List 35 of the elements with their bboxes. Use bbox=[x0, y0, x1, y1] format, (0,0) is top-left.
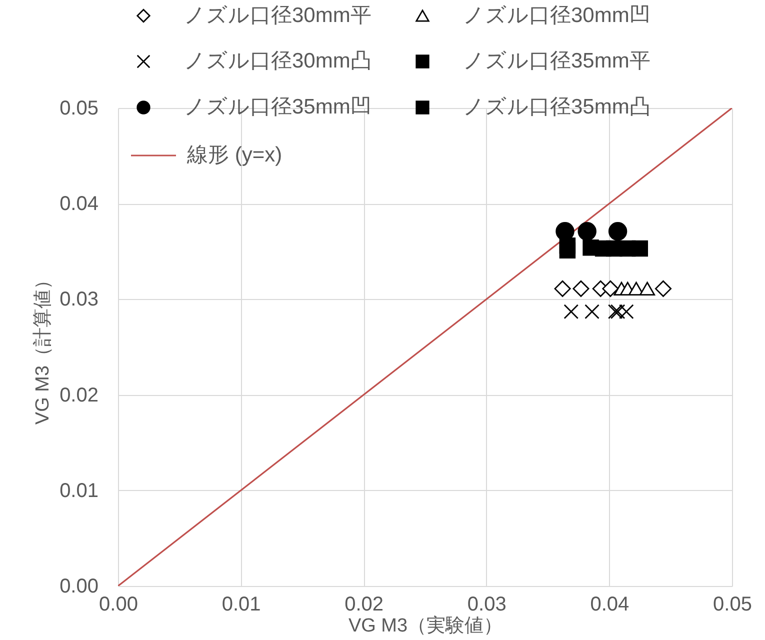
legend-label: ノズル口径30mm平 bbox=[184, 4, 372, 27]
y-tick-label: 0.03 bbox=[60, 288, 98, 311]
x-tick-label: 0.05 bbox=[713, 594, 752, 616]
x-tick-label: 0.00 bbox=[99, 594, 138, 616]
point bbox=[594, 240, 612, 257]
point bbox=[628, 282, 644, 296]
y-tick-label: 0.05 bbox=[60, 98, 98, 120]
legend-label: ノズル口径35mm凸 bbox=[463, 96, 650, 118]
point bbox=[584, 304, 600, 320]
point bbox=[556, 222, 574, 241]
point bbox=[608, 222, 628, 241]
point bbox=[572, 280, 590, 297]
x-tick-label: 0.02 bbox=[344, 594, 384, 616]
point bbox=[639, 282, 656, 296]
x-tick-label: 0.03 bbox=[467, 594, 506, 616]
x-tick-label: 0.01 bbox=[222, 594, 261, 616]
x-tick-label: 0.04 bbox=[590, 594, 630, 616]
y-axis-title: VG M3（計算値） bbox=[32, 270, 54, 425]
point bbox=[654, 280, 672, 297]
point bbox=[602, 280, 619, 297]
point bbox=[554, 280, 571, 297]
legend-label: 線形 (y=x) bbox=[186, 144, 282, 166]
legend-label: ノズル口径35mm凹 bbox=[184, 96, 372, 118]
legend-label: ノズル口径30mm凸 bbox=[184, 50, 372, 72]
y-tick-label: 0.02 bbox=[60, 384, 98, 406]
x-axis-title: VG M3（実験値） bbox=[348, 614, 503, 636]
y-tick-label: 0.04 bbox=[60, 193, 98, 216]
point bbox=[620, 240, 636, 257]
legend-label: ノズル口径35mm平 bbox=[463, 50, 650, 72]
point bbox=[578, 222, 596, 241]
legend-label: ノズル口径30mm凹 bbox=[463, 4, 650, 27]
point bbox=[564, 304, 579, 320]
point bbox=[559, 238, 576, 254]
y-tick-label: 0.01 bbox=[60, 480, 98, 502]
y-tick-label: 0.00 bbox=[60, 576, 98, 598]
